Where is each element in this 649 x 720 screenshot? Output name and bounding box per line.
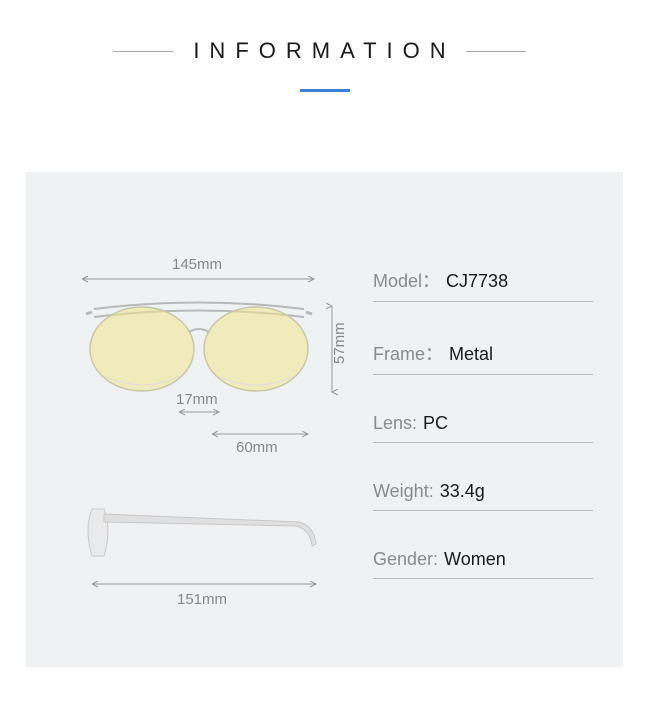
spec-row-gender: Gender: Women xyxy=(373,549,593,579)
dim-height: 57mm xyxy=(331,322,348,364)
product-diagram: 145mm 57mm xyxy=(64,254,364,679)
dim-bridge: 17mm xyxy=(176,391,218,408)
spec-value: Metal xyxy=(449,344,493,365)
spec-label: Frame： xyxy=(373,340,443,366)
title-underline xyxy=(300,89,350,92)
title-line-right xyxy=(466,51,526,52)
page-title: INFORMATION xyxy=(193,38,455,64)
spec-row-frame: Frame： Metal xyxy=(373,340,593,375)
sunglasses-side xyxy=(88,509,316,556)
header: INFORMATION xyxy=(0,0,649,92)
title-line-left xyxy=(113,51,173,52)
dim-lens-width: 60mm xyxy=(236,439,278,456)
info-panel: 145mm 57mm xyxy=(26,172,623,667)
sunglasses-diagram-svg: 145mm 57mm xyxy=(64,254,374,674)
specs-list: Model： CJ7738 Frame： Metal Lens: PC Weig… xyxy=(373,267,593,617)
spec-value: CJ7738 xyxy=(446,271,508,292)
spec-row-lens: Lens: PC xyxy=(373,413,593,443)
spec-row-model: Model： CJ7738 xyxy=(373,267,593,302)
spec-value: PC xyxy=(423,413,448,434)
spec-row-weight: Weight: 33.4g xyxy=(373,481,593,511)
spec-label: Weight: xyxy=(373,481,434,502)
spec-label: Gender: xyxy=(373,549,438,570)
sunglasses-front xyxy=(86,303,312,392)
spec-label: Lens: xyxy=(373,413,417,434)
title-text: INFORMATION xyxy=(193,38,455,63)
dim-total-width: 145mm xyxy=(172,256,222,273)
spec-label: Model： xyxy=(373,267,440,293)
spec-value: 33.4g xyxy=(440,481,485,502)
spec-value: Women xyxy=(444,549,506,570)
dim-temple: 151mm xyxy=(177,591,227,608)
